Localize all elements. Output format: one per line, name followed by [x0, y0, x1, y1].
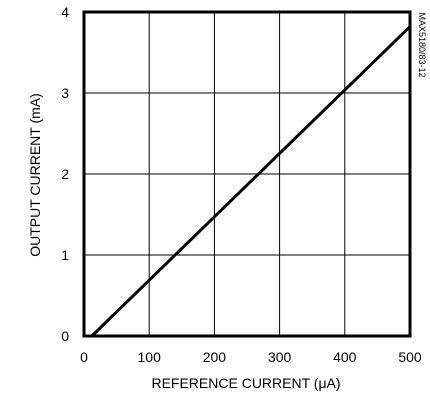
x-tick-label: 400	[333, 349, 357, 365]
x-axis-label: REFERENCE CURRENT (μA)	[151, 375, 340, 391]
plot-frame	[82, 10, 412, 338]
y-tick-label: 2	[61, 166, 69, 182]
y-tick-label: 0	[61, 328, 69, 344]
x-tick-labels: 0 100 200 300 400 500	[80, 349, 422, 365]
y-tick-label: 4	[61, 4, 69, 20]
series-line	[90, 25, 412, 338]
x-tick-label: 100	[138, 349, 162, 365]
x-tick-label: 300	[268, 349, 292, 365]
grid-lines	[84, 12, 410, 336]
y-tick-labels: 0 1 2 3 4	[61, 4, 69, 344]
y-tick-label: 1	[61, 247, 69, 263]
y-tick-label: 3	[61, 85, 69, 101]
figure-id-note: MAX5180/83-12	[417, 12, 427, 77]
x-tick-label: 200	[203, 349, 227, 365]
x-tick-label: 0	[80, 349, 88, 365]
y-axis-label: OUTPUT CURRENT (mA)	[27, 93, 43, 257]
series-group	[90, 25, 412, 338]
x-tick-label: 500	[398, 349, 422, 365]
